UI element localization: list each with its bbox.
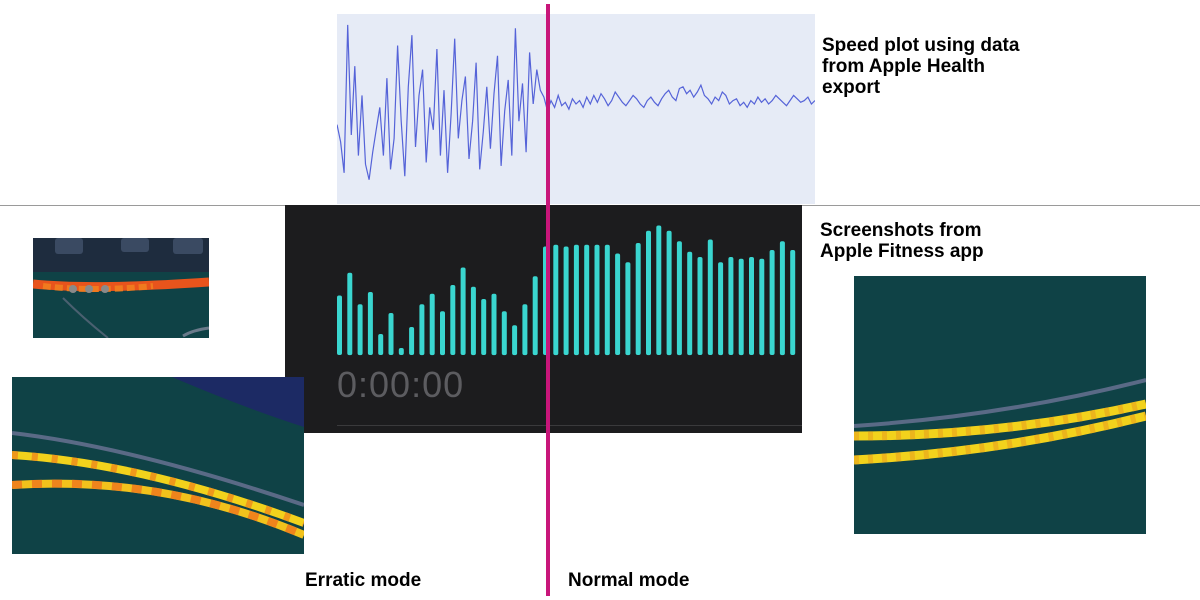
fitness-speed-bar [440,311,445,356]
fitness-speed-bar [460,267,466,355]
fitness-speed-bar [738,258,744,356]
map-erratic-svg [12,377,304,539]
fitness-speed-bar [615,253,621,355]
fitness-speed-bar [532,276,538,356]
speed-series-line [337,24,815,180]
fitness-speed-bar [419,304,425,356]
fitness-speed-bar [522,304,528,356]
screenshots-caption: Screenshots from Apple Fitness app [820,220,984,262]
fitness-speed-bar [635,243,641,355]
fitness-speed-bar [470,286,476,356]
map-screenshot-small [33,238,209,338]
fitness-speed-bar [501,311,507,356]
fitness-speed-bar [769,250,775,355]
fitness-speed-bar [357,304,363,356]
erratic-mode-label: Erratic mode [305,570,422,591]
fitness-speed-bar [625,262,631,356]
fitness-speed-bar [553,244,559,356]
fitness-speed-bar [687,251,693,356]
fitness-speed-bar [790,250,796,355]
fitness-speed-bar [604,244,610,356]
normal-mode-label: Normal mode [568,570,690,591]
fitness-speed-bar [584,244,590,356]
fitness-speed-bar [450,285,456,355]
fitness-speed-bar [429,293,435,356]
fitness-speed-bar [656,225,662,355]
fitness-speed-bar [367,292,373,355]
fitness-speed-bar [409,327,415,355]
fitness-speed-bar [388,313,394,355]
speed-plot-caption: Speed plot using data from Apple Health … [822,35,1020,98]
fitness-speed-bar [646,230,651,356]
fitness-speed-bar [697,257,703,355]
fitness-speed-bar [707,239,713,355]
speed-plot [337,14,815,204]
fitness-speed-bar [759,258,765,356]
fitness-speed-bar [563,246,569,355]
map-screenshot-normal [854,276,1146,534]
fitness-speed-bar [347,272,353,356]
speed-plot-svg [337,24,815,180]
fitness-bar-chart [337,225,796,356]
workout-timer: 0:00:00 [337,364,465,405]
fitness-speed-bar [666,230,672,356]
fitness-speed-bar [398,348,404,355]
fitness-speed-bar [573,244,579,356]
mode-boundary-line [546,4,550,596]
map-normal-svg [854,378,1146,465]
fitness-speed-bar [491,293,497,356]
fitness-speed-bar [676,241,682,356]
map-small-svg [33,238,209,338]
fitness-speed-bar [779,241,785,356]
fitness-speed-bar [512,325,518,356]
timer-baseline [337,425,802,426]
fitness-speed-bar [481,299,487,355]
fitness-speed-bar [718,262,724,356]
fitness-speed-bar [594,244,600,356]
fitness-speed-panel: 0:00:00 [285,205,802,433]
map-screenshot-erratic [12,377,304,554]
fitness-speed-bar [337,295,342,355]
fitness-speed-bar [378,334,384,355]
fitness-speed-bar [749,257,754,355]
fitness-speed-bar [728,257,734,355]
